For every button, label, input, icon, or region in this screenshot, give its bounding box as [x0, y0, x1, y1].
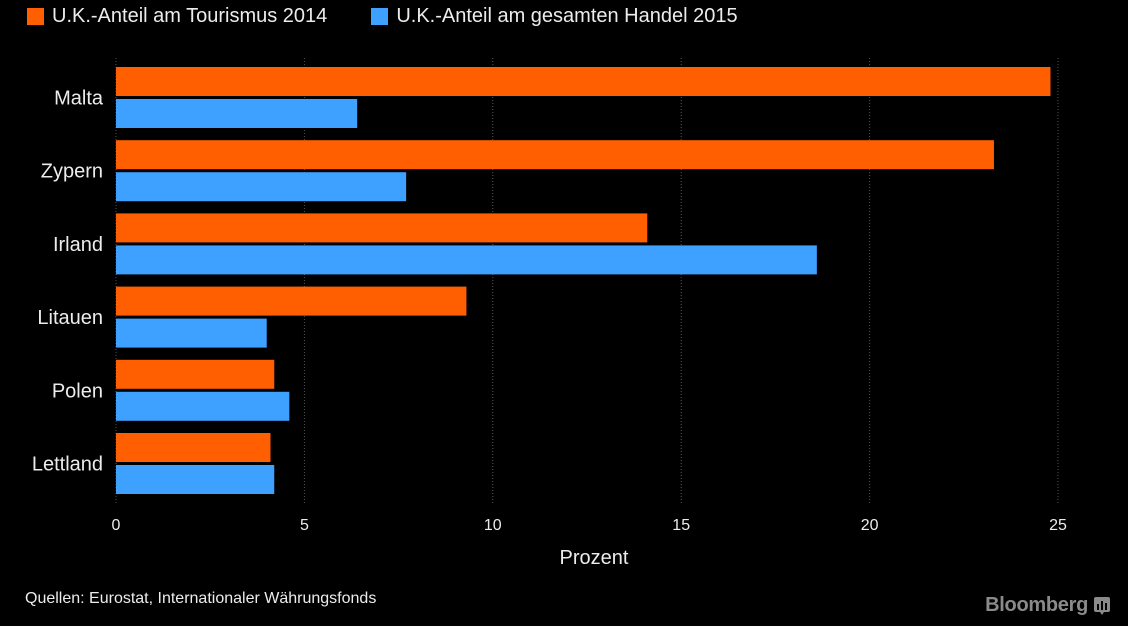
bar-irland-trade	[116, 245, 817, 275]
x-tick-label: 15	[672, 517, 690, 534]
x-tick-label: 10	[484, 517, 502, 534]
category-labels: Malta Zypern Irland Litauen Polen Lettland	[32, 88, 104, 476]
category-label: Polen	[52, 380, 103, 402]
bar-zypern-tourism	[116, 140, 994, 170]
gridlines	[115, 58, 1059, 505]
bar-malta-trade	[116, 99, 358, 128]
legend-item-trade: U.K.-Anteil am gesamten Handel 2015	[371, 5, 738, 28]
brand-logo: Bloomberg	[985, 594, 1110, 617]
x-tick-label: 5	[300, 517, 309, 534]
brand-name: Bloomberg	[985, 594, 1088, 616]
legend: U.K.-Anteil am Tourismus 2014 U.K.-Antei…	[27, 5, 782, 28]
legend-item-tourism: U.K.-Anteil am Tourismus 2014	[27, 5, 327, 28]
category-label: Litauen	[37, 307, 103, 329]
x-tick-label: 0	[112, 517, 121, 534]
x-tick-label: 20	[861, 517, 879, 534]
bar-litauen-tourism	[116, 286, 467, 316]
legend-swatch-trade	[371, 8, 389, 25]
legend-swatch-tourism	[27, 8, 44, 25]
x-axis-title: Prozent	[560, 547, 629, 569]
category-label: Lettland	[32, 454, 103, 476]
bar-lettland-trade	[116, 465, 275, 494]
legend-label-tourism: U.K.-Anteil am Tourismus 2014	[52, 5, 328, 27]
category-label: Irland	[53, 234, 103, 256]
bar-lettland-tourism	[116, 433, 271, 462]
x-tick-labels: 0 5 10 15 20 25	[112, 517, 1067, 534]
legend-label-trade: U.K.-Anteil am gesamten Handel 2015	[396, 5, 738, 27]
category-label: Malta	[54, 88, 104, 110]
bar-polen-tourism	[116, 359, 275, 389]
bar-litauen-trade	[116, 318, 267, 348]
category-label: Zypern	[41, 161, 103, 183]
bar-polen-trade	[116, 391, 290, 421]
x-tick-label: 25	[1049, 517, 1067, 534]
bloomberg-icon	[1094, 596, 1110, 615]
bar-malta-tourism	[116, 67, 1051, 96]
bar-zypern-trade	[116, 172, 407, 202]
bar-irland-tourism	[116, 213, 648, 243]
bars	[116, 67, 1051, 494]
source-note: Quellen: Eurostat, Internationaler Währu…	[25, 590, 377, 607]
